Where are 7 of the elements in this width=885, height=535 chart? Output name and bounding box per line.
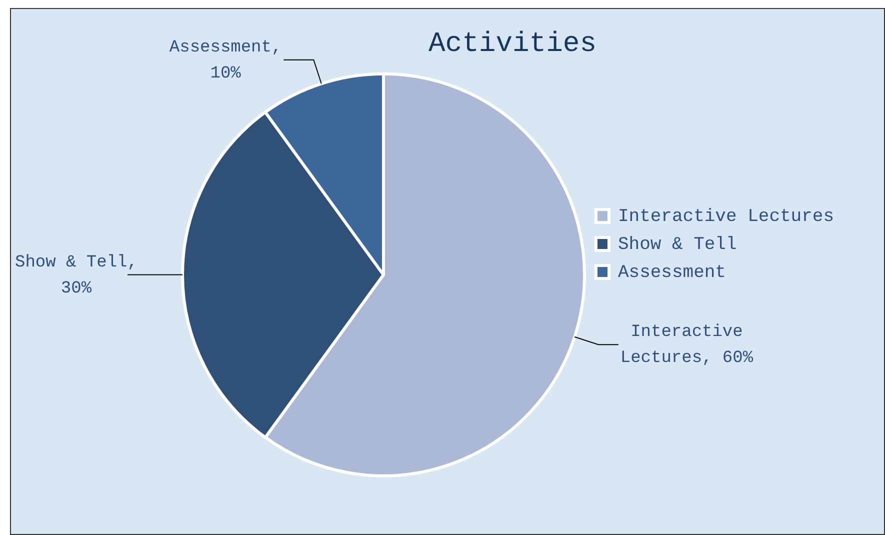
data-label: Show & Tell, 30%	[15, 253, 138, 298]
chart-title: Activities	[428, 29, 597, 60]
data-label: Assessment, 10%	[169, 38, 282, 84]
data-label: Interactive Lectures, 60%	[620, 323, 754, 368]
legend-label: Interactive Lectures	[618, 206, 834, 227]
legend-label: Show & Tell	[618, 234, 737, 255]
legend-label: Assessment	[618, 262, 726, 283]
